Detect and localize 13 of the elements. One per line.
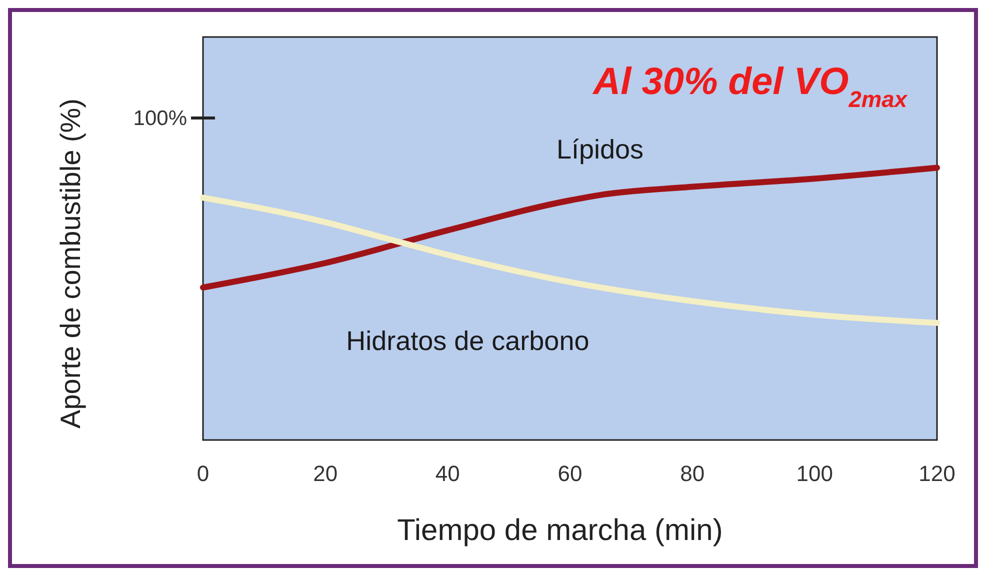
x-tick-label: 100: [796, 461, 834, 486]
y-axis-title: Aporte de combustible (%): [55, 98, 86, 428]
chart-title: Al 30% del VO$_{2max}$: [592, 61, 908, 112]
text: 100%: [133, 107, 187, 130]
series-label: Hidratos de carbono: [346, 326, 590, 356]
series-label: Lípidos: [556, 134, 644, 164]
x-tick-label: 0: [196, 461, 210, 486]
x-axis-title: Tiempo de marcha (min): [397, 514, 723, 547]
x-tick-label: 80: [680, 461, 705, 486]
x-tick-label: 60: [558, 461, 582, 486]
x-tick-label: 20: [313, 461, 338, 486]
x-tick-label: 40: [435, 461, 460, 486]
x-tick-label: 120: [918, 461, 956, 486]
